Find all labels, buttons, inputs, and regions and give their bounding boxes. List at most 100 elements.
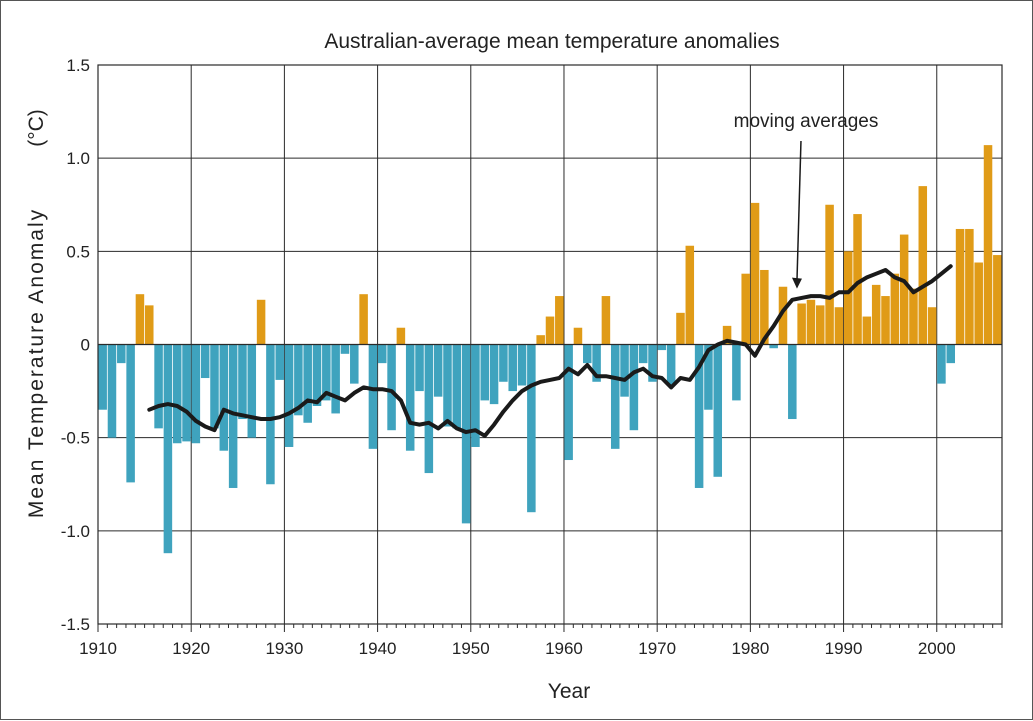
positive-anomaly-bar: [741, 273, 750, 345]
positive-anomaly-bar: [135, 294, 145, 345]
negative-anomaly-bar: [210, 344, 219, 429]
negative-anomaly-bar: [433, 344, 443, 397]
positive-anomaly-bar: [843, 251, 853, 345]
positive-anomaly-bar: [685, 245, 695, 345]
negative-anomaly-bar: [648, 344, 657, 382]
positive-anomaly-bar: [881, 296, 890, 345]
annotation: moving averages: [734, 111, 879, 289]
x-tick-label: 1950: [452, 639, 490, 658]
negative-anomaly-bar: [219, 344, 229, 451]
positive-anomaly-bar: [359, 294, 368, 345]
negative-anomaly-bar: [732, 344, 741, 401]
negative-anomaly-bar: [452, 344, 462, 429]
positive-anomaly-bar: [573, 327, 583, 345]
moving-average-path: [147, 264, 953, 438]
negative-anomaly-bar: [769, 344, 778, 349]
negative-anomaly-bar: [294, 344, 303, 416]
positive-anomaly-bar: [899, 234, 909, 345]
negative-anomaly-bar: [527, 344, 536, 513]
positive-anomaly-bar: [396, 327, 406, 345]
negative-anomaly-bar: [117, 344, 126, 364]
x-tick-label: 1920: [172, 639, 210, 658]
positive-anomaly-bar: [993, 255, 1002, 345]
y-tick-labels: 1.5 1.0 0.5 0 -0.5 -1.0 -1.5: [61, 56, 90, 634]
x-tick-labels: 1910 1920 1930 1940 1950 1960 1970 1980 1990 2000: [79, 639, 956, 658]
positive-anomaly-bar: [555, 296, 564, 345]
axes: [97, 64, 1003, 632]
positive-anomaly-bar: [778, 286, 788, 345]
negative-anomaly-bar: [610, 344, 620, 449]
y-tick-label: 0.5: [66, 242, 90, 261]
negative-anomaly-bar: [788, 344, 797, 420]
x-axis-label: Year: [548, 680, 590, 703]
positive-anomaly-bar: [918, 186, 928, 345]
positive-anomaly-bar: [974, 262, 983, 345]
positive-anomaly-bar: [871, 284, 881, 345]
positive-anomaly-bar: [797, 303, 806, 345]
negative-anomaly-bar: [247, 344, 257, 438]
negative-anomaly-bar: [704, 344, 713, 410]
negative-anomaly-bar: [424, 344, 434, 474]
moving-averages-annotation: moving averages: [734, 111, 879, 132]
negative-anomaly-bar: [182, 344, 191, 442]
negative-anomaly-bar: [443, 344, 452, 427]
moving-average-line: [147, 264, 953, 438]
negative-anomaly-bar: [275, 344, 284, 380]
y-tick-label: -1.0: [61, 522, 90, 541]
positive-anomaly-bar: [806, 299, 816, 345]
x-tick-label: 1930: [265, 639, 303, 658]
negative-anomaly-bar: [331, 344, 340, 414]
y-axis-label: Mean Temperature Anomaly: [25, 208, 48, 518]
negative-anomaly-bar: [98, 344, 107, 410]
positive-anomaly-bar: [834, 307, 844, 345]
negative-anomaly-bar: [154, 344, 163, 429]
negative-anomaly-bar: [517, 344, 527, 386]
positive-anomaly-bar: [144, 305, 154, 345]
negative-anomaly-bar: [228, 344, 238, 488]
negative-anomaly-bar: [657, 344, 667, 351]
negative-anomaly-bar: [377, 344, 387, 364]
positive-anomaly-bar: [722, 325, 732, 345]
positive-anomaly-bar: [983, 145, 993, 345]
negative-anomaly-bar: [284, 344, 294, 447]
negative-anomaly-bar: [238, 344, 247, 420]
positive-anomaly-bar: [862, 316, 872, 345]
x-tick-label: 1940: [359, 639, 397, 658]
negative-anomaly-bar: [592, 344, 601, 382]
chart-title: Australian-average mean temperature anom…: [324, 30, 779, 53]
negative-anomaly-bar: [191, 344, 201, 444]
negative-anomaly-bar: [638, 344, 648, 364]
negative-anomaly-bar: [312, 344, 322, 406]
negative-anomaly-bar: [694, 344, 704, 488]
negative-anomaly-bar: [163, 344, 173, 554]
positive-anomaly-bar: [676, 312, 685, 345]
y-tick-label: 0: [81, 336, 90, 355]
negative-anomaly-bar: [126, 344, 135, 483]
negative-anomaly-bar: [508, 344, 517, 392]
negative-anomaly-bar: [303, 344, 312, 423]
y-tick-label: 1.5: [66, 56, 90, 75]
y-tick-label: -1.5: [61, 615, 90, 634]
negative-anomaly-bar: [368, 344, 378, 449]
positive-anomaly-bar: [853, 214, 862, 345]
plot-border: [97, 64, 1003, 625]
negative-anomaly-bar: [340, 344, 350, 354]
positive-anomaly-bar: [825, 204, 834, 345]
negative-anomaly-bar: [499, 344, 508, 382]
negative-anomaly-bar: [583, 344, 592, 364]
y-tick-label: -0.5: [61, 429, 90, 448]
negative-anomaly-bar: [172, 344, 182, 444]
positive-anomaly-bar: [256, 299, 266, 345]
negative-anomaly-bar: [471, 344, 480, 447]
positive-anomaly-bar: [927, 307, 937, 345]
negative-anomaly-bar: [322, 344, 331, 401]
negative-anomaly-bar: [350, 344, 359, 384]
x-tick-label: 1990: [825, 639, 863, 658]
negative-anomaly-bar: [387, 344, 396, 431]
negative-anomaly-bar: [266, 344, 275, 485]
positive-anomaly-bar: [890, 273, 900, 345]
negative-anomaly-bar: [564, 344, 573, 461]
positive-anomaly-bar: [816, 305, 825, 345]
